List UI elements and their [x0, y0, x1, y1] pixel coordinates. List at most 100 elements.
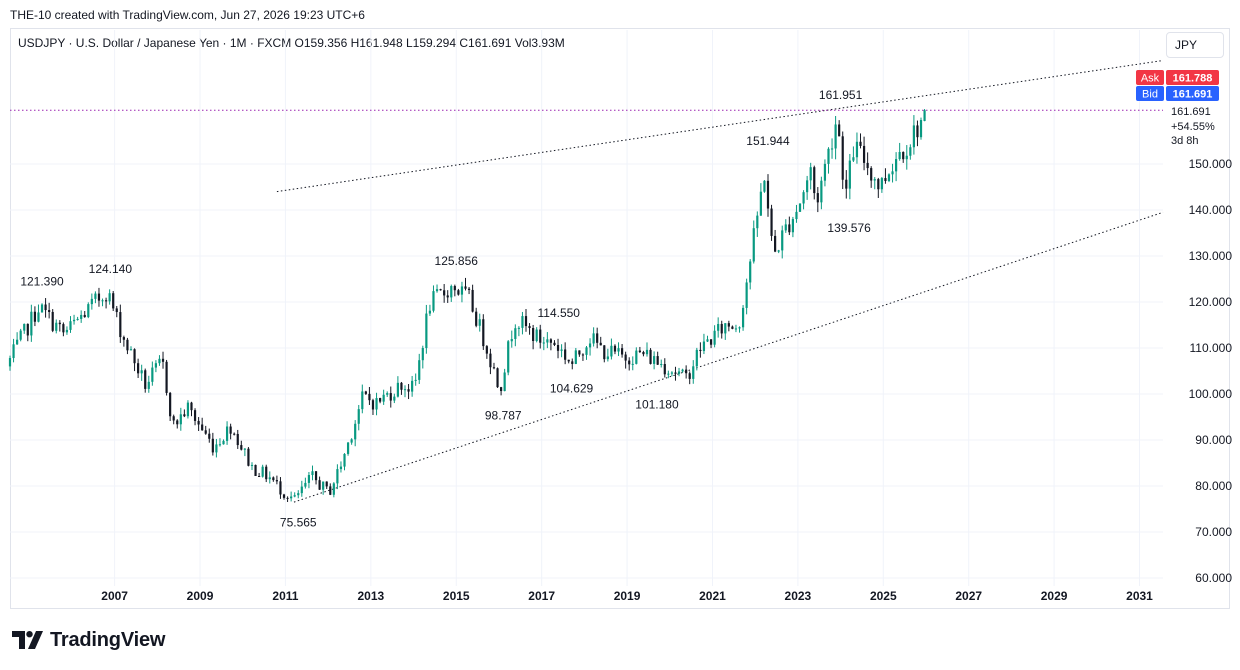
candle-body: [603, 345, 606, 360]
candle-body: [325, 481, 328, 487]
candle-body: [834, 124, 837, 149]
candle-body: [503, 372, 506, 392]
candle-body: [784, 224, 787, 231]
candle-body: [724, 323, 727, 334]
candle-body: [677, 371, 681, 374]
candle-body: [485, 346, 488, 354]
brand-name: TradingView: [50, 628, 166, 651]
candle-body: [574, 350, 577, 364]
candle-body: [727, 323, 730, 327]
candle-body: [361, 391, 364, 410]
candle-body: [535, 329, 538, 342]
tradingview-logo[interactable]: TradingView: [12, 628, 165, 652]
candle-body: [375, 398, 378, 410]
candle-body: [692, 366, 695, 379]
candle-body: [521, 316, 524, 328]
candle-body: [741, 307, 745, 328]
candle-body: [12, 344, 15, 359]
candle-body: [443, 290, 446, 296]
y-tick-label: 90.000: [1195, 433, 1232, 447]
candle-body: [624, 354, 627, 361]
candle-body: [268, 477, 271, 480]
last-price: 161.691: [1171, 106, 1211, 118]
candle-body: [581, 354, 585, 356]
bid-value: 161.691: [1173, 89, 1213, 101]
x-tick-label: 2021: [699, 589, 726, 603]
candle-body: [432, 291, 435, 311]
candle-body: [211, 438, 214, 453]
candle-body: [795, 211, 798, 220]
price-annotation: 161.951: [819, 88, 863, 102]
candle-body: [489, 353, 492, 368]
candle-body: [471, 289, 474, 312]
candle-body: [855, 141, 859, 158]
candle-body: [592, 333, 595, 344]
candle-body: [428, 310, 432, 314]
candle-body: [236, 433, 239, 446]
currency-button[interactable]: JPY: [1166, 32, 1224, 58]
candle-body: [813, 167, 816, 194]
candle-body: [827, 148, 830, 164]
candle-body: [517, 327, 520, 329]
candle-body: [72, 319, 76, 322]
candle-body: [596, 333, 599, 343]
candle-body: [418, 360, 421, 380]
candle-body: [738, 327, 741, 329]
candle-body: [368, 393, 371, 401]
candle-body: [681, 369, 684, 372]
candle-body: [197, 420, 200, 425]
candle-body: [823, 163, 827, 181]
candle-body: [286, 497, 289, 499]
annotations: 121.390 124.140 75.565 125.856 98.787 114.550…: [20, 88, 871, 529]
candle-body: [332, 483, 335, 495]
candle-body: [19, 330, 22, 340]
candle-body: [403, 389, 407, 391]
candle-body: [115, 308, 118, 313]
y-tick-label: 70.000: [1195, 525, 1232, 539]
candle-body: [261, 466, 264, 477]
x-tick-label: 2025: [870, 589, 897, 603]
candle-body: [610, 345, 613, 357]
candle-body: [492, 367, 496, 369]
candle-body: [51, 311, 54, 331]
candle-body: [638, 350, 641, 353]
x-tick-label: 2011: [272, 589, 298, 603]
candle-body: [69, 321, 72, 330]
x-tick-label: 2017: [528, 589, 555, 603]
candle-body: [229, 426, 232, 434]
candle-body: [909, 147, 912, 156]
candle-body: [304, 482, 307, 487]
candle-body: [759, 191, 762, 216]
candle-body: [763, 180, 766, 192]
candle-body: [386, 393, 389, 395]
candle-body: [862, 145, 866, 163]
price-change: +54.55%: [1171, 121, 1215, 133]
candle-body: [300, 486, 303, 494]
candle-body: [33, 311, 37, 322]
candle-body: [731, 326, 734, 329]
candle-body: [112, 293, 115, 309]
candle-body: [119, 312, 122, 338]
bid-badge: [1136, 86, 1164, 101]
y-tick-label: 80.000: [1195, 479, 1232, 493]
candle-body: [279, 481, 282, 495]
candle-body: [887, 174, 891, 182]
candle-body: [94, 293, 97, 299]
x-tick-label: 2029: [1041, 589, 1068, 603]
candle-body: [293, 495, 296, 497]
candle-body: [400, 382, 403, 390]
candle-body: [222, 440, 225, 445]
price-annotation: 121.390: [20, 275, 64, 289]
candle-body: [507, 341, 510, 373]
candles: [8, 109, 926, 503]
candle-body: [628, 360, 631, 365]
candle-body: [919, 120, 923, 138]
candle-body: [667, 373, 670, 375]
candle-body: [816, 193, 819, 203]
candle-body: [425, 313, 428, 349]
symbol-legend[interactable]: USDJPY · U.S. Dollar / Japanese Yen · 1M…: [18, 36, 565, 50]
candle-body: [699, 349, 702, 352]
candle-body: [514, 328, 517, 340]
candle-body: [564, 349, 567, 360]
